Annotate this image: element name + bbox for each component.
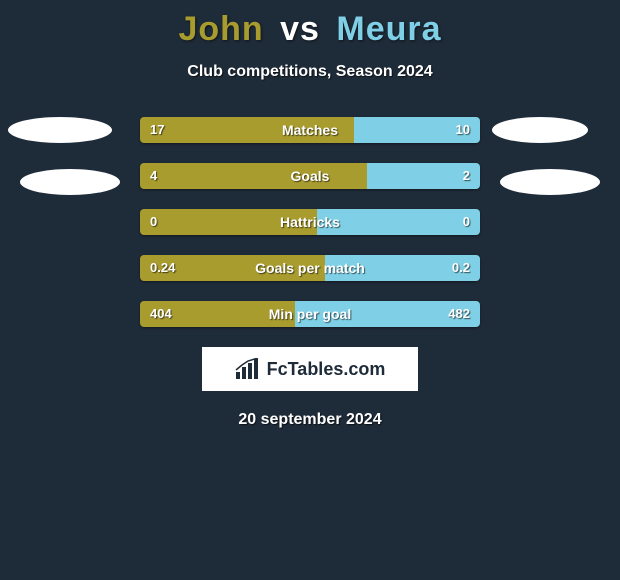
placeholder-ellipse <box>500 169 600 195</box>
placeholder-ellipse <box>8 117 112 143</box>
left-bar <box>140 117 354 143</box>
left-value: 0 <box>150 209 157 235</box>
chart-icon <box>235 358 261 380</box>
left-bar <box>140 209 317 235</box>
right-value: 0.2 <box>452 255 470 281</box>
stat-row: Min per goal404482 <box>140 301 480 327</box>
chart-stage: Matches1710Goals42Hattricks00Goals per m… <box>0 117 620 327</box>
logo-box: FcTables.com <box>202 347 418 391</box>
right-value: 2 <box>463 163 470 189</box>
vs-text: vs <box>280 10 320 48</box>
stat-row: Goals per match0.240.2 <box>140 255 480 281</box>
left-value: 4 <box>150 163 157 189</box>
stat-row: Matches1710 <box>140 117 480 143</box>
player2-name: Meura <box>336 10 441 48</box>
left-value: 0.24 <box>150 255 175 281</box>
logo-text: FcTables.com <box>267 359 386 380</box>
stat-row: Hattricks00 <box>140 209 480 235</box>
right-value: 10 <box>456 117 470 143</box>
placeholder-ellipse <box>20 169 120 195</box>
date-text: 20 september 2024 <box>0 411 620 429</box>
subtitle: Club competitions, Season 2024 <box>0 63 620 81</box>
player1-name: John <box>178 10 263 48</box>
left-bar <box>140 163 367 189</box>
right-value: 0 <box>463 209 470 235</box>
right-bar <box>317 209 480 235</box>
page-title: John vs Meura <box>0 0 620 49</box>
left-value: 17 <box>150 117 164 143</box>
right-value: 482 <box>448 301 470 327</box>
placeholder-ellipse <box>492 117 588 143</box>
stat-row: Goals42 <box>140 163 480 189</box>
left-value: 404 <box>150 301 172 327</box>
